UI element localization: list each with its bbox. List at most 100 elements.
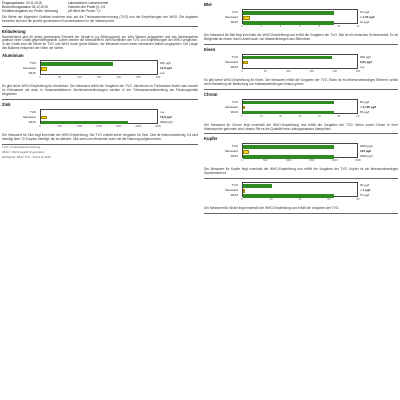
axis-tick: 500 <box>263 159 268 163</box>
chart-bar <box>243 100 335 105</box>
chart-label: WHO <box>230 64 238 69</box>
section-blei: Blei TVO Messwert WHO 10 µg/l < 1,00 µg/l 10 µ… <box>204 2 398 45</box>
axis-tick: 1000 <box>285 159 292 163</box>
axis-tick: 0 <box>39 76 41 80</box>
chart-label: WHO <box>230 193 238 198</box>
section-aluminium: Aluminium TVO Messwert WHO 200 µg/l 14,8 µg/l… <box>2 53 198 100</box>
axis-tick: 1500 <box>308 159 315 163</box>
axis-tick: 250 <box>136 76 141 80</box>
chart-bar <box>243 16 250 20</box>
divider <box>2 25 198 27</box>
section-chrom: Chrom TVO Messwert WHO 50 µg/l < 0,100 µg/l 50… <box>204 92 398 135</box>
section-zink: Zink TVO Messwert WHO n.a. 73,8 µg/l 3000 µg/l… <box>2 102 198 145</box>
axis-tick: 20 <box>269 198 273 202</box>
chart-value: 9,61 µg/l <box>360 59 372 64</box>
axis-tick: 2000 <box>115 124 122 128</box>
meta-bezeichnung: Bezeichnungsdatum 05.12.2015 <box>2 4 48 9</box>
axis-tick: 50 <box>337 114 341 118</box>
chart-bar <box>243 155 335 160</box>
divider <box>2 98 198 100</box>
chart-label: Messwert <box>225 15 238 19</box>
axis-tick: 0 <box>39 124 41 128</box>
chart-value: 200 µg/l <box>360 54 371 59</box>
chart-value: 20 µg/l <box>360 183 370 188</box>
axis-tick: 6 <box>299 25 301 28</box>
chart-label: WHO <box>230 20 238 24</box>
chart-value: 10 µg/l <box>360 20 370 24</box>
section-text: Der Messwert für Nickel liegt innerhalb … <box>204 206 340 211</box>
chart-label: Messwert <box>225 149 238 154</box>
divider <box>204 178 398 180</box>
axis-tick: 40 <box>317 114 321 118</box>
erlaeuterung-title: Erläuterung <box>2 28 26 34</box>
section-nickel: TVO Messwert WHO 20 µg/l < 1 µg/l 70 µg/l 0 20 4… <box>204 181 398 215</box>
chart-label: WHO <box>230 154 238 159</box>
section-text: Es gibt keine WHO-Empfehlung für Alumini… <box>2 84 198 96</box>
footnote-tvo: TVO = Trinkwasserverordnung <box>2 144 41 149</box>
chart-plot <box>242 182 358 198</box>
chart-value: 50 µg/l <box>360 99 370 104</box>
chart-bar <box>243 55 332 60</box>
divider <box>204 43 398 45</box>
chart-plot <box>40 60 158 76</box>
chart-label: Messwert <box>23 66 36 71</box>
chart-label: TVO <box>231 54 238 59</box>
meta-probe: Erhältnis Angaben zur Probe: Wohnung <box>2 8 58 13</box>
axis-tick: 0 <box>241 69 243 73</box>
chart-blei: TVO Messwert WHO 10 µg/l < 1,00 µg/l 10 µg/l 0… <box>204 8 398 32</box>
section-title: Zink <box>2 101 11 107</box>
chart-value: 200 µg/l <box>160 61 171 66</box>
chart-label: TVO <box>29 109 36 114</box>
axis-tick: 10 <box>337 25 341 28</box>
axis-tick: 40 <box>298 198 302 202</box>
axis-tick: 3000 <box>155 124 161 128</box>
chart-bar <box>243 189 246 193</box>
axis-tick: 12 <box>356 25 360 28</box>
chart-bar <box>41 115 47 120</box>
chart-aluminium: TVO Messwert WHO 200 µg/l 14,8 µg/l n.a. 0 50 10… <box>2 59 198 83</box>
axis-tick: 2500 <box>135 124 142 128</box>
chart-label: WHO <box>230 109 238 114</box>
chart-plot <box>242 143 358 160</box>
chart-kupfer: TVO Messwert WHO 2000 µg/l 122 µg/l 2000 µg/l… <box>204 142 398 166</box>
section-title: Kupfer <box>204 136 218 142</box>
axis-tick: 60 <box>356 114 360 118</box>
axis-tick: 20 <box>279 114 283 118</box>
chart-value: 2000 µg/l <box>360 154 373 159</box>
chart-label: WHO <box>28 119 36 124</box>
chart-plot <box>40 108 158 125</box>
right-column: Blei TVO Messwert WHO 10 µg/l < 1,00 µg/l 10 µ… <box>204 0 398 215</box>
chart-bar <box>41 62 113 66</box>
section-text: Der Messwert für Blei liegt innerhalb de… <box>204 33 398 41</box>
axis-tick: 300 <box>155 76 161 80</box>
chart-value: 122 µg/l <box>360 149 372 154</box>
chart-bar <box>243 60 248 65</box>
chart-bar <box>243 184 272 188</box>
axis-tick: 250 <box>355 69 361 73</box>
chart-value: 3000 µg/l <box>160 119 173 124</box>
chart-bar <box>243 21 335 25</box>
chart-bar <box>41 67 47 71</box>
section-title: Chrom <box>204 91 218 97</box>
chart-bar <box>243 194 335 198</box>
chart-value: 10 µg/l <box>360 10 370 14</box>
chart-label: Messwert <box>225 188 238 193</box>
chart-plot <box>242 9 358 25</box>
section-text: Der Messwert für Kupfer liegt innerhalb … <box>204 167 398 176</box>
chart-label: TVO <box>231 99 238 104</box>
section-eisen: Eisen TVO Messwert WHO 200 µg/l 9,61 µg/l n.a.… <box>204 47 398 90</box>
chart-label: Messwert <box>225 59 238 64</box>
left-sections: Aluminium TVO Messwert WHO 200 µg/l 14,8 µg/l… <box>2 53 198 145</box>
axis-tick: 4 <box>279 25 282 28</box>
divider <box>204 213 398 215</box>
axis-tick: 200 <box>116 76 121 80</box>
axis-tick: 2 <box>260 25 263 28</box>
chart-plot <box>242 98 358 115</box>
erlaeuterung-text: Nachstehend wird für jedes gemessene Ele… <box>2 34 198 51</box>
section-text: Es gibt keine WHO-Empfehlung für Eisen. … <box>204 77 398 86</box>
axis-tick: 100 <box>286 69 291 73</box>
chart-value: < 1,00 µg/l <box>360 15 375 19</box>
chart-bar <box>41 120 128 125</box>
chart-label: TVO <box>231 144 238 149</box>
meta-ph: pH-Wert der Probe: 7,2 <box>67 8 101 13</box>
